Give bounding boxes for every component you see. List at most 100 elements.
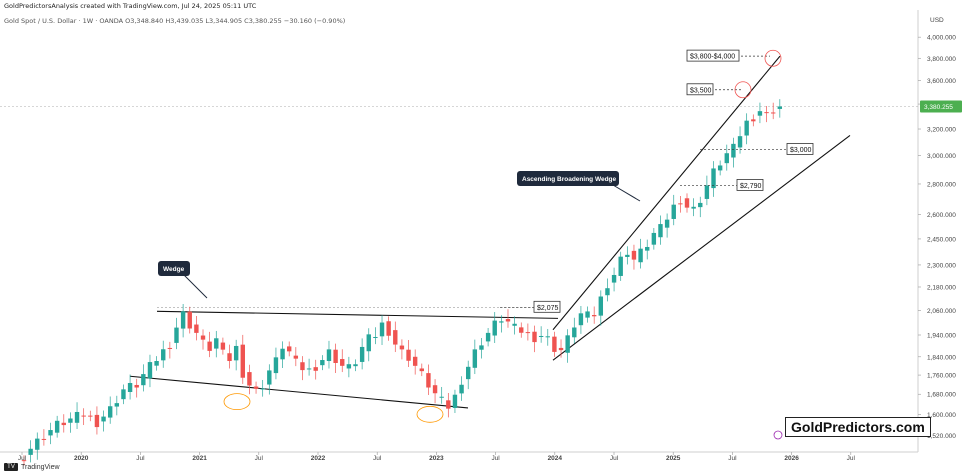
callout-label: Ascending Broadening Wedge bbox=[522, 176, 617, 183]
candle-body bbox=[678, 203, 683, 205]
candle-body bbox=[625, 254, 630, 257]
candle-body bbox=[340, 359, 345, 366]
candle-body bbox=[386, 321, 391, 336]
candle-body bbox=[439, 396, 444, 398]
candle-body bbox=[373, 336, 378, 338]
candle-body bbox=[88, 415, 93, 417]
candle-body bbox=[346, 364, 352, 369]
candle-body bbox=[552, 336, 557, 352]
level-label: $3,000 bbox=[790, 147, 812, 154]
y-tick-label: 1,840.000 bbox=[927, 354, 956, 361]
candle-body bbox=[492, 320, 497, 336]
candle-body bbox=[472, 349, 478, 368]
x-tick-label: Jul bbox=[491, 455, 500, 462]
candle-body bbox=[611, 274, 617, 283]
candle-body bbox=[359, 346, 365, 362]
candle-body bbox=[558, 347, 564, 351]
candle-body bbox=[187, 311, 192, 329]
x-tick-label: Jul bbox=[728, 455, 737, 462]
symbol-info-line[interactable]: Gold Spot / U.S. Dollar · 1W · OANDA O3,… bbox=[4, 17, 346, 25]
candle-body bbox=[724, 153, 729, 164]
candle-body bbox=[399, 345, 405, 350]
candle-body bbox=[121, 389, 126, 400]
callout-box bbox=[158, 261, 190, 276]
low-circle bbox=[223, 393, 251, 411]
currency-label: USD bbox=[930, 17, 944, 24]
x-tick-label: 2024 bbox=[548, 455, 563, 462]
callout-label: Wedge bbox=[163, 266, 185, 273]
candle-body bbox=[432, 385, 438, 394]
candle-body bbox=[207, 341, 212, 351]
x-tick-label: 2025 bbox=[666, 455, 681, 462]
candle-body bbox=[147, 362, 153, 379]
level-label: $3,500 bbox=[690, 87, 712, 94]
candle-body bbox=[691, 206, 696, 209]
candle-body bbox=[220, 342, 226, 350]
candle-body bbox=[519, 327, 524, 333]
callout-box bbox=[517, 171, 619, 186]
candle-body bbox=[293, 355, 299, 359]
candle-body bbox=[48, 430, 53, 436]
y-tick-label: 2,180.000 bbox=[927, 284, 956, 291]
x-tick-label: Jul bbox=[610, 455, 619, 462]
candle-body bbox=[353, 364, 358, 367]
candle-body bbox=[101, 416, 106, 422]
candle-body bbox=[591, 315, 597, 317]
candle-body bbox=[287, 346, 292, 352]
time-axis[interactable]: Jul 2020 Jul 2021 Jul 2022 Jul 2023 Jul 2024 Jul 20… bbox=[18, 452, 856, 462]
y-tick-label: 3,200.000 bbox=[927, 127, 956, 134]
y-tick-label: 3,800.000 bbox=[927, 56, 956, 63]
candle-body bbox=[658, 224, 663, 238]
candle-body bbox=[21, 460, 27, 462]
candle-body bbox=[253, 386, 259, 389]
y-tick-label: 1,600.000 bbox=[927, 412, 956, 419]
x-tick-label: 2021 bbox=[192, 455, 207, 462]
peak-circle bbox=[734, 81, 752, 99]
x-tick-label: 2023 bbox=[429, 455, 444, 462]
candle-body bbox=[631, 250, 637, 260]
y-tick-label: 2,060.000 bbox=[927, 308, 956, 315]
candle-body bbox=[300, 362, 305, 371]
candle-body bbox=[68, 418, 73, 423]
callout-pointer bbox=[612, 184, 641, 202]
candle-body bbox=[452, 394, 458, 408]
candle-body bbox=[240, 344, 245, 378]
candle-body bbox=[671, 204, 676, 219]
tradingview-footer[interactable]: TV TradingView bbox=[4, 463, 60, 471]
candle-body bbox=[525, 332, 531, 334]
candle-body bbox=[466, 366, 471, 380]
y-tick-label: 2,450.000 bbox=[927, 236, 956, 243]
candle-body bbox=[717, 165, 723, 171]
y-tick-label: 1,680.000 bbox=[927, 392, 956, 399]
candle-body bbox=[651, 232, 657, 245]
candle-body bbox=[585, 311, 590, 318]
candle-body bbox=[412, 356, 418, 366]
candle-body bbox=[260, 388, 265, 390]
candle-body bbox=[744, 120, 749, 136]
chart-attribution: GoldPredictorsAnalysis created with Trad… bbox=[4, 2, 257, 10]
candle-body bbox=[505, 319, 511, 322]
candle-body bbox=[180, 311, 186, 329]
candle-body bbox=[777, 106, 783, 109]
y-tick-label: 1,520.000 bbox=[927, 433, 956, 440]
candle-body bbox=[200, 335, 206, 340]
candle-body bbox=[174, 327, 179, 343]
low-circle bbox=[416, 405, 444, 423]
candle-body bbox=[141, 374, 146, 386]
level-label-box bbox=[686, 49, 740, 62]
candle-body bbox=[167, 347, 173, 349]
y-tick-label: 3,600.000 bbox=[927, 78, 956, 85]
level-label-box bbox=[533, 300, 561, 313]
candle-body bbox=[320, 360, 325, 366]
price-axis[interactable]: USD4,000.0003,800.0003,600.0003,400.0003… bbox=[918, 17, 962, 440]
level-label: $3,800-$4,000 bbox=[690, 54, 735, 61]
candle-body bbox=[618, 256, 623, 276]
candle-body bbox=[406, 349, 411, 361]
candle-body bbox=[499, 321, 504, 323]
callout-pointer bbox=[183, 274, 208, 299]
candle-body bbox=[74, 411, 80, 423]
candle-body bbox=[532, 331, 537, 343]
candle-body bbox=[81, 415, 86, 417]
y-tick-label: 3,000.000 bbox=[927, 153, 956, 160]
